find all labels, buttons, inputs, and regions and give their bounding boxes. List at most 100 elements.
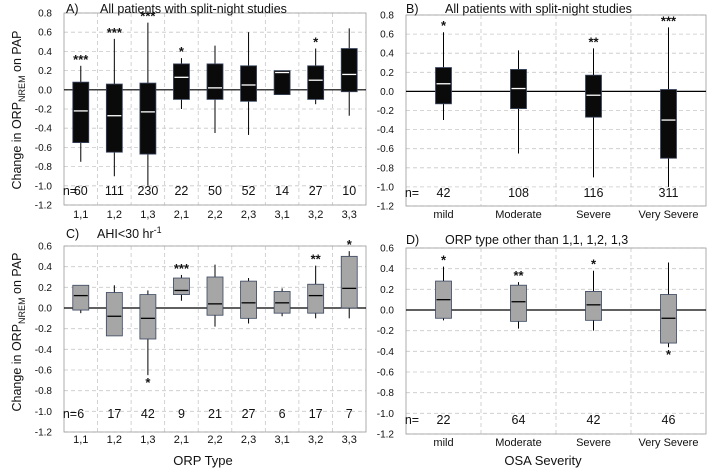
panel-letter: A) [66, 2, 79, 16]
x-tick-label: 2,1 [174, 209, 189, 221]
panel-title-d: D) ORP type other than 1,1, 1,2, 1,3 [406, 233, 628, 247]
n-value: 311 [659, 186, 679, 200]
box-c-3 [173, 277, 190, 295]
panel-title-text: All patients with split-night studies [445, 2, 632, 16]
x-tick-label: Very Severe [639, 437, 699, 449]
n-value: 60 [74, 184, 88, 198]
panel-b: -1.2 -1.0 -0.8 -0.6 -0.4 -0.2 0.0 0.2 0.4 0.6 0.8 B… [377, 2, 707, 221]
y-tick-label: 0.2 [38, 66, 52, 77]
y-tick-label: 0.0 [38, 85, 52, 96]
panel-letter: B) [406, 2, 419, 16]
y-tick-label: 0.2 [38, 283, 52, 294]
box-c-2 [139, 294, 157, 340]
y-tick-label: -0.4 [35, 124, 53, 135]
box-a-5 [240, 65, 257, 102]
y-tick-label: -1.2 [377, 202, 395, 213]
box-a-2 [139, 82, 157, 155]
panel-c: -1.2 -1.0 -0.8 -0.6 -0.4 -0.2 0.0 0.2 0.4 0.6 C) AH… [35, 225, 367, 446]
n-value: 230 [137, 184, 158, 198]
significance-marker: * [591, 257, 597, 272]
box-a-0 [72, 81, 90, 144]
x-tick-label: Severe [576, 209, 611, 221]
n-value: 52 [242, 184, 256, 198]
n-value: 50 [208, 184, 222, 198]
panel-title-text: AHI<30 hr [97, 227, 154, 241]
significance-marker: *** [174, 261, 190, 276]
n-value: 22 [174, 184, 188, 198]
n-prefix-label: n= [405, 186, 419, 200]
x-tick-label: 2,2 [207, 209, 222, 221]
y-tick-label: -0.8 [35, 386, 53, 397]
n-value: 6 [77, 407, 84, 421]
panel-title-superscript: -1 [154, 225, 162, 235]
y-tick-label: 0.6 [380, 30, 394, 41]
significance-marker: * [666, 347, 672, 362]
plot-frame [63, 12, 367, 206]
n-value: 9 [178, 407, 185, 421]
n-value: 46 [662, 413, 676, 427]
y-tick-label: 0.6 [38, 242, 52, 253]
y-tick-label: -0.2 [35, 324, 53, 335]
plot-frame [405, 14, 707, 207]
y-tick-label: -0.8 [35, 162, 53, 173]
n-value: 17 [107, 407, 121, 421]
n-prefix-label: n= [63, 184, 77, 198]
y-tick-label: -1.2 [35, 201, 53, 212]
n-value: 64 [512, 413, 526, 427]
y-tick-label: -1.0 [35, 407, 53, 418]
y-tick-label: -0.4 [377, 125, 395, 136]
box-a-3 [173, 63, 190, 100]
box-a-1 [105, 83, 123, 153]
x-tick-label: 1,3 [140, 209, 155, 221]
y-tick-label: -0.6 [35, 366, 53, 377]
y-tick-label: -0.2 [377, 106, 395, 117]
x-tick-label: 2,1 [174, 434, 189, 446]
x-tick-label: 1,2 [107, 209, 122, 221]
significance-marker: * [179, 44, 185, 59]
n-value: 111 [105, 184, 124, 198]
y-tick-label: -1.2 [377, 430, 395, 441]
y-tick-label: 0.2 [380, 285, 394, 296]
significance-marker: * [441, 18, 447, 33]
y-axis-title-bottom: Change in ORPNREM on PAP [10, 253, 27, 412]
n-value: 7 [346, 407, 353, 421]
n-value: 27 [242, 407, 256, 421]
y-tick-label: 0.4 [380, 264, 394, 275]
x-tick-label: mild [433, 209, 453, 221]
n-value: 14 [275, 184, 289, 198]
x-tick-label: 1,1 [73, 209, 88, 221]
x-tick-label: mild [433, 437, 453, 449]
y-tick-label: 0.2 [380, 68, 394, 79]
panel-letter: C) [66, 227, 79, 241]
y-tick-label: 0.8 [380, 11, 394, 22]
y-tick-label: -0.4 [35, 345, 53, 356]
x-tick-label: 3,1 [274, 434, 289, 446]
significance-marker: * [313, 35, 319, 50]
panel-letter: D) [406, 233, 419, 247]
n-value: 17 [309, 407, 323, 421]
panel-a: -1.2 -1.0 -0.8 -0.6 -0.4 -0.2 0.0 0.2 0.4 0.6 0.8 A… [35, 2, 367, 221]
x-tick-label: Severe [576, 437, 611, 449]
panel-title-b: B) All patients with split-night studies [406, 2, 632, 16]
panel-title-a: A) All patients with split-night studies [66, 2, 287, 16]
panel-title-c: C) AHI<30 hr-1 [66, 225, 162, 241]
n-value: 22 [437, 413, 451, 427]
y-tick-label: -0.6 [35, 143, 53, 154]
y-tick-label: 0.4 [38, 262, 52, 273]
significance-marker: * [441, 253, 447, 268]
n-value: 42 [587, 413, 601, 427]
y-tick-label: 0.0 [380, 306, 394, 317]
significance-marker: *** [107, 25, 123, 40]
y-tick-label: 0.4 [380, 49, 394, 60]
y-tick-label: 0.0 [380, 87, 394, 98]
y-tick-label: -0.6 [377, 144, 395, 155]
box-a-7 [307, 65, 325, 100]
y-tick-label: 0.6 [38, 28, 52, 39]
x-tick-label: 1,1 [73, 434, 88, 446]
n-value: 21 [208, 407, 222, 421]
y-tick-label: 0.4 [38, 47, 52, 58]
x-tick-label: Moderate [495, 209, 541, 221]
x-tick-label: 3,3 [342, 209, 357, 221]
n-prefix-label: n= [63, 407, 77, 421]
